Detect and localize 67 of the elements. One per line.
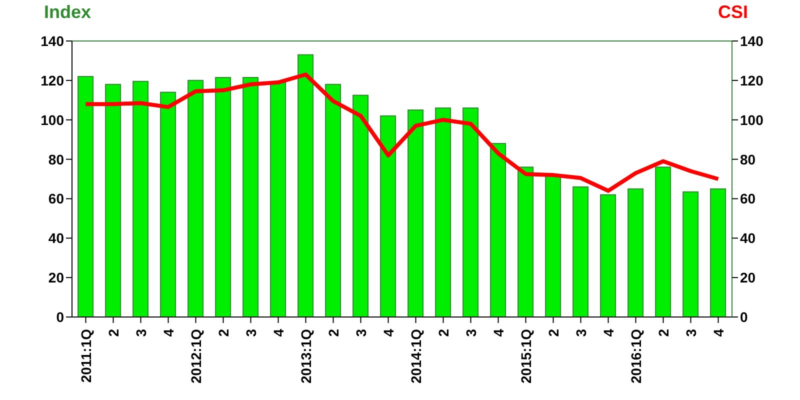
y2-tick-label: 0 (740, 308, 748, 325)
bar (490, 143, 506, 317)
x-tick-label: 2011:1Q (78, 328, 94, 383)
bar (435, 108, 452, 317)
bar (710, 188, 726, 317)
bar (600, 194, 616, 317)
bar (270, 82, 286, 317)
x-tick-label: 4 (270, 328, 286, 337)
y2-axis-title: CSI (718, 2, 748, 23)
y2-tick-label: 80 (740, 151, 756, 168)
x-tick-label: 2015:1Q (518, 328, 534, 384)
y-tick-label: 20 (48, 270, 64, 286)
y-tick-label: 100 (40, 112, 64, 128)
bar (572, 186, 589, 317)
line-series (84, 72, 720, 193)
bar (655, 166, 672, 317)
y2-tick-label: 100 (740, 112, 764, 128)
x-tick-label: 3 (572, 328, 589, 337)
y-tick-label: 120 (40, 72, 64, 88)
y-tick-label: 60 (48, 190, 64, 207)
bar (160, 92, 176, 317)
y2-tick-label: 40 (740, 230, 756, 246)
bar (105, 84, 122, 317)
x-tick-label: 4 (600, 328, 616, 337)
x-tick-label: 3 (682, 328, 699, 337)
x-tick-label: 3 (462, 328, 479, 337)
bar (518, 166, 534, 317)
bar (78, 76, 94, 317)
x-tick-label: 2 (215, 328, 232, 337)
bar (215, 76, 232, 317)
bar (298, 54, 314, 317)
y-tick-label: 80 (48, 151, 64, 168)
bar (462, 108, 479, 317)
x-tick-label: 3 (242, 328, 259, 337)
x-tick-label: 2013:1Q (298, 328, 314, 384)
y2-tick-label: 140 (740, 32, 764, 49)
x-tick-label: 4 (380, 328, 396, 337)
bar (380, 115, 396, 317)
y-axis-title: Index (44, 2, 92, 23)
bar (242, 76, 259, 317)
bar (325, 84, 342, 317)
bar (545, 174, 562, 317)
x-tick-label: 3 (352, 328, 369, 337)
x-tick-label: 4 (710, 328, 726, 337)
y2-tick-label: 120 (740, 72, 764, 88)
x-tick-label: 2 (325, 328, 342, 337)
x-tick-label: 2012:1Q (188, 328, 204, 384)
bar (628, 188, 644, 317)
bar (132, 80, 149, 317)
bar (408, 110, 424, 317)
y-tick-label: 140 (40, 32, 64, 49)
y2-tick-label: 20 (740, 270, 756, 286)
x-tick-label: 2 (105, 328, 122, 337)
y2-tick-label: 60 (740, 190, 756, 207)
bar (352, 94, 369, 317)
x-tick-label: 2 (545, 328, 562, 337)
x-tick-label: 2016:1Q (628, 328, 644, 384)
bar (188, 80, 204, 317)
x-tick-label: 3 (132, 328, 149, 337)
bar (682, 191, 699, 317)
x-tick-label: 2014:1Q (408, 328, 424, 384)
x-tick-label: 4 (160, 328, 176, 337)
x-tick-label: 2 (655, 328, 672, 337)
y-tick-label: 0 (56, 308, 64, 325)
x-tick-label: 2 (435, 328, 452, 337)
y-tick-label: 40 (48, 230, 64, 246)
x-tick-label: 4 (490, 328, 506, 337)
